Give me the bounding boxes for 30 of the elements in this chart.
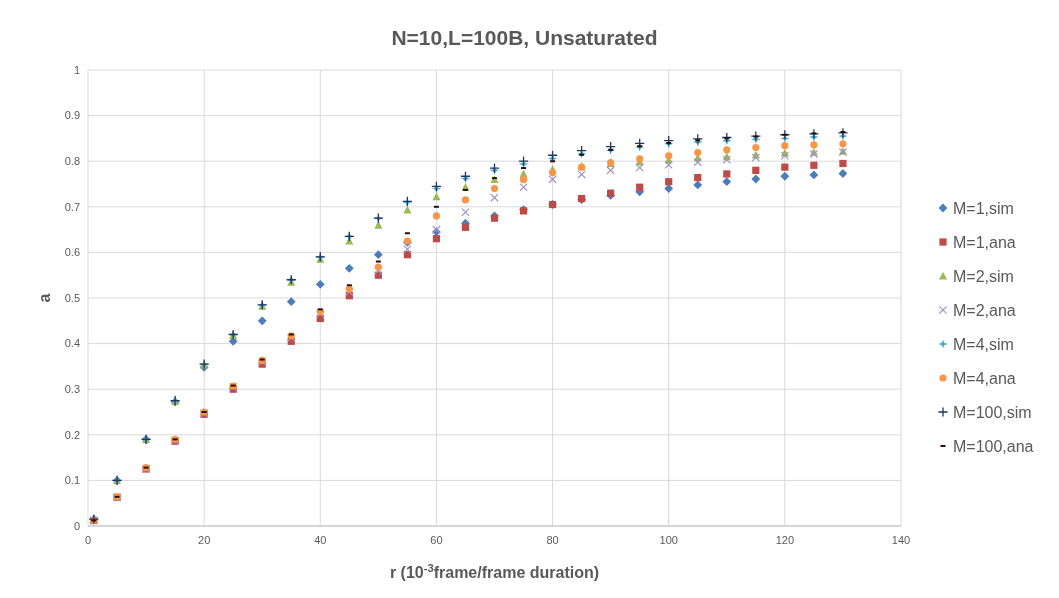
x-tick-label: 20 <box>198 534 211 546</box>
y-tick-label: 0.8 <box>64 155 80 168</box>
y-tick-label: 0.9 <box>64 109 80 122</box>
y-tick-label: 0 <box>73 519 80 532</box>
y-tick-label: 0.7 <box>64 200 80 213</box>
legend-label: M=100,sim <box>953 403 1032 421</box>
legend-label: M=4,ana <box>953 369 1016 387</box>
x-tick-label: 80 <box>546 534 559 546</box>
y-tick-label: 0.1 <box>64 474 80 487</box>
x-tick-label: 100 <box>659 534 678 546</box>
legend-label: M=1,ana <box>953 233 1016 251</box>
legend-label: M=100,ana <box>953 437 1034 455</box>
y-tick-label: 0.4 <box>64 337 80 350</box>
x-tick-label: 120 <box>775 534 795 546</box>
legend-label: M=2,ana <box>953 301 1016 319</box>
legend-label: M=1,sim <box>953 199 1014 217</box>
y-tick-label: 0.3 <box>64 383 80 396</box>
y-axis-title: a <box>36 293 53 303</box>
x-tick-label: 0 <box>84 534 92 546</box>
legend-label: M=4,sim <box>953 335 1014 353</box>
chart-title: N=10,L=100B, Unsaturated <box>391 26 658 49</box>
y-tick-label: 0.6 <box>64 246 80 259</box>
y-tick-label: 0.2 <box>64 428 80 441</box>
y-tick-label: 0.5 <box>64 291 80 304</box>
x-axis-title: r (10$^{-3}$frame/frame duration) <box>389 562 600 581</box>
y-tick-label: 1 <box>73 63 80 76</box>
x-tick-label: 140 <box>891 534 911 546</box>
x-tick-label: 60 <box>430 534 443 546</box>
legend-label: M=2,sim <box>953 267 1014 285</box>
x-tick-label: 40 <box>314 534 327 546</box>
